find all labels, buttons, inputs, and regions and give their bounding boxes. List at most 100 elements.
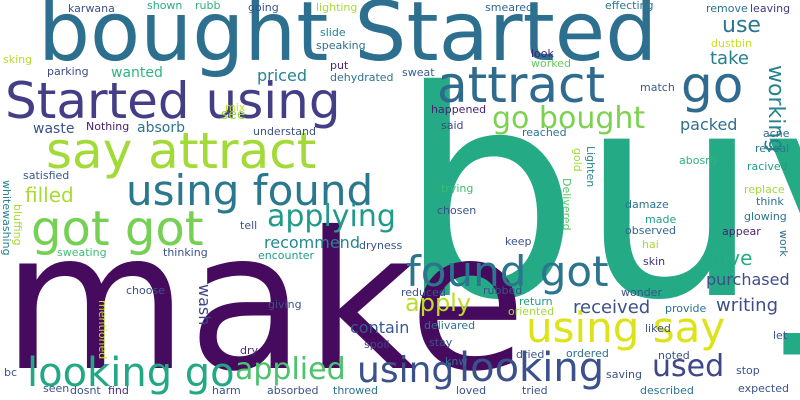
word-reached: reached [522,126,567,139]
word-applying: applying [267,199,396,234]
word-put: put [330,59,349,72]
word-abosrb: abosrb [679,154,717,167]
word-think: think [756,195,784,208]
word-damaze: damaze [625,198,669,211]
word-harm: harm [212,384,241,397]
word-saving: saving [606,368,642,381]
word-noted: noted [658,349,690,362]
word-dryness: dryness [359,239,403,252]
word-contain: contain [350,318,410,337]
word-rubbed: rubbed [483,284,523,297]
word-described: described [640,384,694,397]
word-tell: tell [240,219,258,232]
word-look: look [531,47,554,60]
word-hai: hai [642,238,659,251]
word-working: working [763,65,788,153]
word-bought-started: bought Started [38,0,658,80]
word-karwana: karwana [68,2,115,15]
word-looking: looking [459,345,605,391]
word-going: going [248,1,279,14]
word-see: see [221,107,246,123]
word-throwed: throwed [333,384,379,397]
word-dosnt: dosnt [70,384,101,397]
word-absorbed: absorbed [267,384,319,397]
word-spoil: spoil [364,338,390,351]
word-using: using [357,350,455,391]
word-made: made [645,213,677,226]
word-provide: provide [665,302,707,315]
word-reveal: reveal [755,142,790,155]
word-priced: priced [257,66,307,85]
word-keep: keep [505,235,532,248]
word-used: used [652,349,725,384]
word-worked: worked [531,57,571,70]
word-encounter: encounter [258,249,315,262]
word-looking-go: looking go [27,350,235,396]
word-rubb: rubb [195,0,221,12]
word-gold: gold [571,148,584,172]
word-nothing: Nothing [86,120,130,133]
word-using-found: using found [126,166,374,215]
word-remove: remove [706,2,748,15]
word-loved: loved [456,384,487,397]
word-found-got: found got [406,247,609,296]
word-attract: attract [437,56,606,114]
word-wash: wash [195,284,214,326]
word-whitewashing: whitewashing [0,180,13,256]
word-dry: dry [240,344,259,357]
word-seen: seen [43,382,70,395]
word-replace: replace [744,183,785,196]
word-effecting: effecting [605,0,654,12]
word-waste: waste [33,121,75,137]
word-parking: parking [47,65,89,78]
word-wonder: wonder [621,286,662,299]
word-make: make [2,192,527,400]
word-giving: giving [268,298,302,311]
word-mix: mix [225,101,246,114]
word-ordered: ordered [566,347,609,360]
word-shown: shown [147,0,183,12]
word-delivared: delivared [424,319,476,332]
word-acne: acne [763,127,790,140]
word-expected: expected [738,382,789,395]
word-appear: appear [722,225,761,238]
word-bc: bc [4,366,18,379]
word-choose: choose [126,284,165,297]
word-sweat: sweat [402,66,435,79]
word-say-attract: say attract [46,122,317,180]
word-dehydrated: dehydrated [330,71,394,84]
word-stay: stay [429,336,453,349]
word-filled: filled [25,183,74,207]
word-speaking: speaking [316,39,366,52]
word-take: take [710,48,749,69]
word-dried: dried [516,348,545,361]
word-oriented: oriented [508,305,555,318]
word-satisfied: satisfied [23,169,70,182]
word-understand: understand [253,125,316,138]
word-writing: writing [716,295,779,316]
word-trying: trying [441,182,474,195]
word-smeared: smeared [485,1,533,14]
word-give: give [710,246,753,270]
word-recommend: recommend [264,233,360,252]
word-leaving: leaving [750,2,791,15]
word-received: received [573,297,651,318]
word-delivered: Delivered [560,178,573,231]
word-lighten: Lighten [584,146,597,188]
word-mentioned: mentioned [96,300,109,360]
word-racived: racived [747,160,788,173]
word-liked: liked [645,322,671,335]
word-packed: packed [680,115,738,134]
word-skin: skin [643,255,666,268]
word-knw: knw [445,355,468,368]
word-glowing: glowing [744,210,787,223]
word-purchased: purchased [706,270,790,289]
word-wanted: wanted [111,65,163,81]
word-happened: happened [431,103,487,116]
word-work: work [777,230,790,257]
word-match: match [640,81,675,94]
word-go-bought: go bought [492,101,646,136]
word-said: said [441,119,464,132]
word-bluffing: bluffing [11,204,24,246]
